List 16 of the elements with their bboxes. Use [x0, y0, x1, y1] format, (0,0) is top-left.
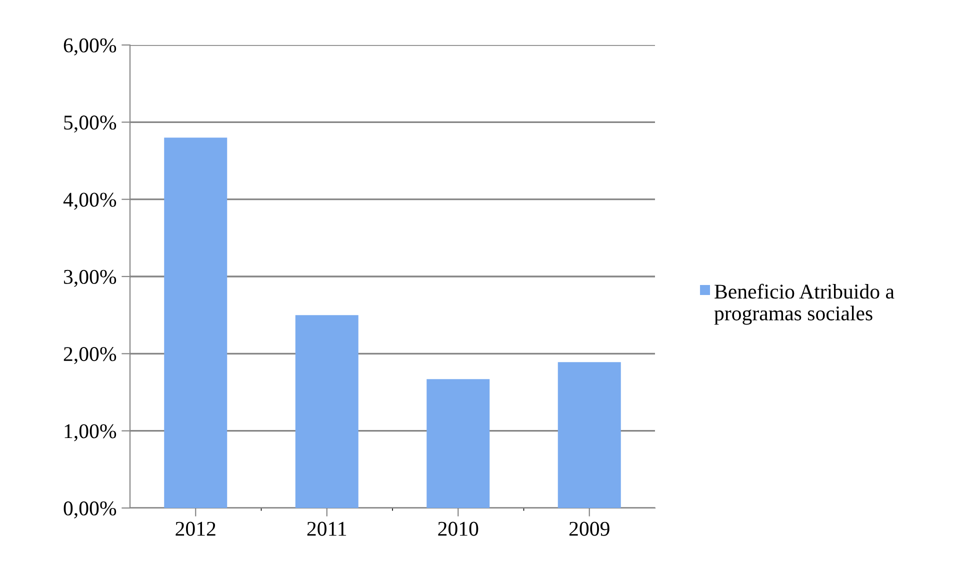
legend-label: Beneficio Atribuido a programas sociales	[714, 284, 894, 325]
y-tick-label: 2,00%	[64, 347, 116, 364]
x-tick-label: 2010	[438, 522, 478, 536]
y-tick-label: 0,00%	[64, 501, 116, 518]
y-tick-label: 5,00%	[64, 116, 116, 133]
y-tick-label: 1,00%	[64, 424, 116, 442]
y-tick-label: 4,00%	[63, 192, 116, 210]
bar	[164, 138, 228, 508]
bar	[295, 315, 358, 508]
y-tick-label: 6,00%	[64, 38, 116, 56]
x-tick-label: 2009	[569, 522, 610, 536]
x-tick-label: 2012	[176, 522, 216, 536]
bar	[426, 379, 490, 508]
x-tick-label: 2011	[307, 522, 346, 536]
bar	[558, 362, 621, 508]
y-tick-label: 3,00%	[64, 270, 116, 287]
